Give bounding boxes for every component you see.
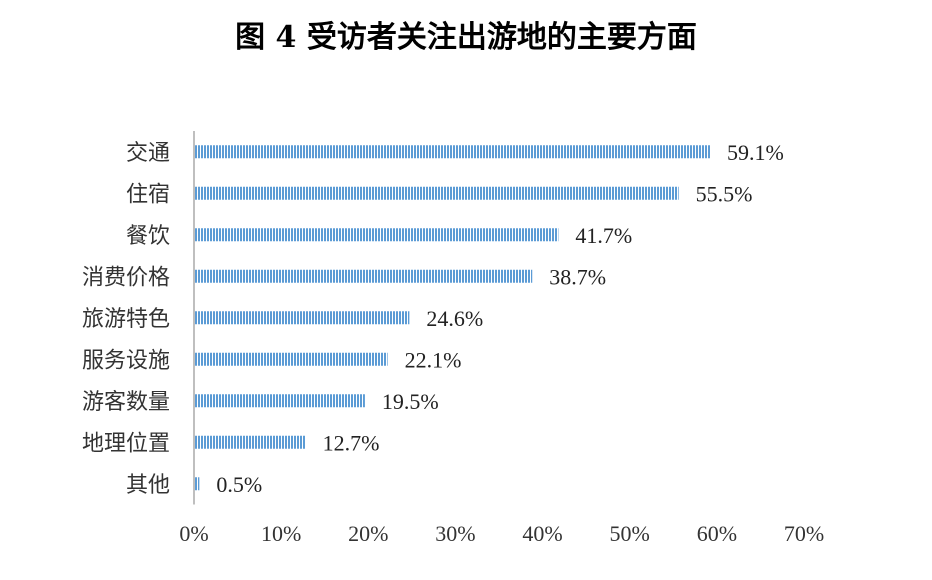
category-label-8: 其他 — [126, 473, 170, 498]
value-label-2: 41.7% — [575, 223, 632, 248]
bar-6 — [195, 394, 365, 408]
chart-title: 图 4 受访者关注出游地的主要方面 — [235, 20, 697, 55]
x-tick-label-5: 50% — [610, 521, 650, 546]
value-label-5: 22.1% — [405, 347, 462, 372]
category-label-4: 旅游特色 — [82, 307, 170, 332]
x-tick-label-7: 70% — [784, 521, 824, 546]
category-label-1: 住宿 — [126, 182, 170, 207]
x-tick-label-0: 0% — [179, 521, 208, 546]
bar-4 — [195, 311, 410, 325]
value-label-7: 12.7% — [323, 430, 380, 455]
x-tick-label-4: 40% — [522, 521, 562, 546]
category-label-6: 游客数量 — [82, 390, 170, 415]
value-label-6: 19.5% — [382, 389, 439, 414]
value-label-8: 0.5% — [216, 472, 262, 497]
x-tick-label-6: 60% — [697, 521, 737, 546]
category-label-2: 餐饮 — [126, 224, 170, 249]
value-label-4: 24.6% — [426, 306, 483, 331]
category-label-0: 交通 — [126, 141, 170, 166]
bar-0 — [195, 145, 711, 159]
x-tick-label-1: 10% — [261, 521, 301, 546]
bar-1 — [195, 186, 679, 200]
value-label-3: 38.7% — [549, 264, 606, 289]
bar-3 — [195, 269, 533, 283]
category-label-5: 服务设施 — [82, 348, 170, 373]
bar-8 — [195, 477, 200, 491]
bar-2 — [195, 228, 559, 242]
value-label-1: 55.5% — [696, 181, 753, 206]
category-label-3: 消费价格 — [82, 265, 170, 290]
category-label-7: 地理位置 — [82, 431, 170, 456]
x-tick-label-2: 20% — [348, 521, 388, 546]
bar-7 — [195, 435, 306, 449]
x-tick-label-3: 30% — [435, 521, 475, 546]
bar-5 — [195, 352, 388, 366]
value-label-0: 59.1% — [727, 140, 784, 165]
